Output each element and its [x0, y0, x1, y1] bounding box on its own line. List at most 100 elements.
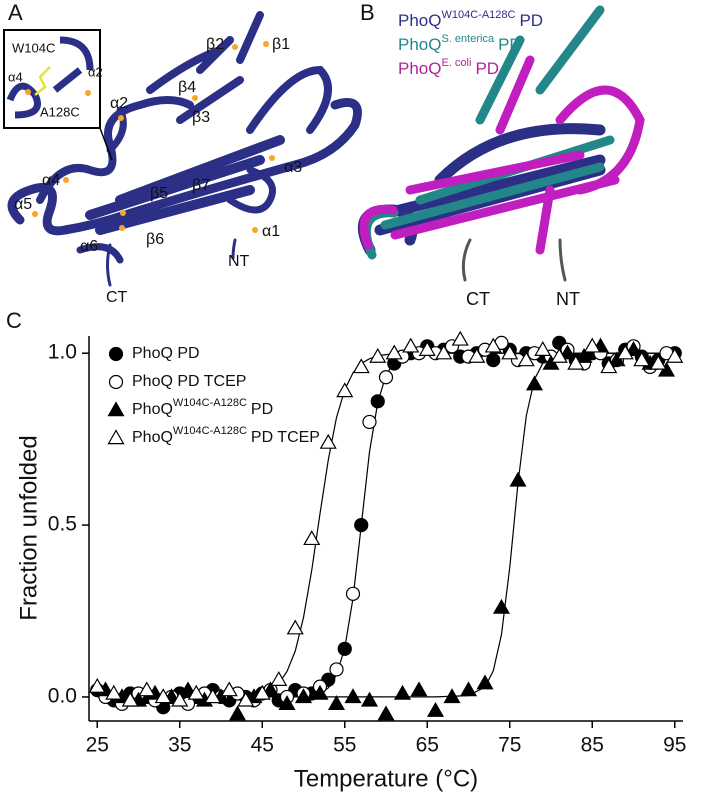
- point: [435, 344, 453, 360]
- inset-box: [3, 29, 113, 161]
- x-tick-label: 85: [581, 734, 604, 757]
- point: [468, 347, 486, 363]
- structure-label: α1: [262, 223, 280, 240]
- legend-label: PhoQW104C-A128C PD TCEP: [132, 425, 320, 446]
- point: [649, 354, 667, 370]
- point: [385, 344, 403, 360]
- point: [492, 598, 511, 614]
- point: [187, 684, 205, 700]
- label-base: PhoQ: [398, 35, 441, 54]
- point: [327, 695, 346, 711]
- y-axis-label: Fraction unfolded: [15, 435, 42, 620]
- point: [616, 344, 634, 360]
- point: [88, 677, 106, 693]
- point: [237, 691, 255, 707]
- x-tick-label: 95: [663, 734, 686, 757]
- point: [286, 619, 304, 635]
- point: [303, 530, 321, 546]
- inset-label: W104C: [12, 40, 55, 55]
- x-tick-label: 35: [168, 734, 191, 757]
- point: [354, 517, 369, 533]
- legend-entry: PhoQE. coli PD: [398, 57, 499, 79]
- structure-label: β6: [146, 231, 164, 248]
- point: [624, 341, 643, 356]
- point: [583, 337, 601, 353]
- x-tick-label: 55: [333, 734, 356, 757]
- point: [138, 681, 156, 697]
- point: [451, 330, 469, 346]
- point: [486, 352, 501, 368]
- point: [179, 681, 197, 697]
- plot-area: 25 35 45 55 65 75 85 95 0.0 0.5 1.0 PhoQ PD PhoQ PD …: [48, 330, 686, 757]
- label-sup: W104C-A128C: [173, 397, 247, 409]
- label-sup: W104C-A128C: [173, 425, 247, 437]
- x-tick-label: 75: [498, 734, 521, 757]
- structure-b: [357, 5, 645, 282]
- label-sup: E. coli: [441, 57, 471, 69]
- structure-label: β7: [192, 177, 210, 194]
- point: [410, 681, 428, 697]
- y-tick-label: 0.0: [48, 684, 77, 707]
- point: [329, 662, 344, 677]
- structure-label: β5: [150, 185, 168, 202]
- point: [558, 344, 577, 360]
- legend-marker: [107, 429, 125, 445]
- point: [336, 382, 354, 398]
- point: [600, 358, 618, 374]
- point: [369, 347, 387, 363]
- structure-label: α6: [80, 238, 98, 255]
- label-base: PhoQ: [398, 59, 441, 78]
- inset-label: α2: [88, 64, 103, 79]
- annotations-b: CT NT: [466, 289, 580, 309]
- structure-label: CT: [466, 289, 490, 309]
- structure-label: NT: [228, 253, 250, 270]
- point: [378, 370, 394, 385]
- structure-label: β2: [206, 36, 224, 53]
- point: [476, 674, 494, 690]
- structure-label: CT: [106, 289, 128, 306]
- x-tick-label: 45: [251, 734, 274, 757]
- point: [362, 414, 377, 430]
- point: [666, 347, 684, 363]
- label-after: PD TCEP: [251, 429, 320, 446]
- point: [443, 688, 461, 704]
- point: [525, 375, 544, 391]
- panel-label: A: [8, 0, 23, 25]
- label-base: PhoQ: [132, 401, 173, 418]
- x-axis-label: Temperature (°C): [294, 765, 478, 792]
- point: [575, 347, 593, 363]
- point: [270, 671, 288, 686]
- annotations-a: W104C α4 α2 A128C β2 β1 β4 α2 β3 α3 α4 β5 β7 α5 β6 α1 NT…: [8, 36, 302, 306]
- point: [121, 691, 139, 707]
- point: [278, 695, 296, 711]
- inset-label: α4: [8, 69, 23, 84]
- point: [377, 705, 395, 721]
- point: [228, 705, 247, 721]
- point: [567, 354, 585, 370]
- panel-label: C: [6, 308, 22, 333]
- point: [517, 351, 535, 367]
- structure-label: β3: [192, 109, 210, 126]
- structure-label: α5: [14, 196, 32, 213]
- point: [501, 344, 519, 360]
- point: [393, 684, 412, 700]
- point: [220, 681, 238, 697]
- legend-marker: [107, 401, 125, 417]
- y-tick-label: 1.0: [48, 341, 77, 364]
- point: [253, 684, 271, 700]
- legend-marker: [108, 346, 124, 362]
- label-after: PD: [251, 401, 273, 418]
- point: [426, 701, 445, 717]
- inset-label: A128C: [40, 104, 80, 119]
- point: [352, 358, 370, 374]
- legend-entry: PhoQW104C-A128C PD: [398, 9, 543, 31]
- legend-label: PhoQW104C-A128C PD: [132, 397, 273, 418]
- point: [418, 341, 436, 356]
- structure-label: α4: [42, 172, 60, 189]
- point: [550, 347, 568, 363]
- point: [402, 337, 420, 353]
- point: [360, 691, 379, 707]
